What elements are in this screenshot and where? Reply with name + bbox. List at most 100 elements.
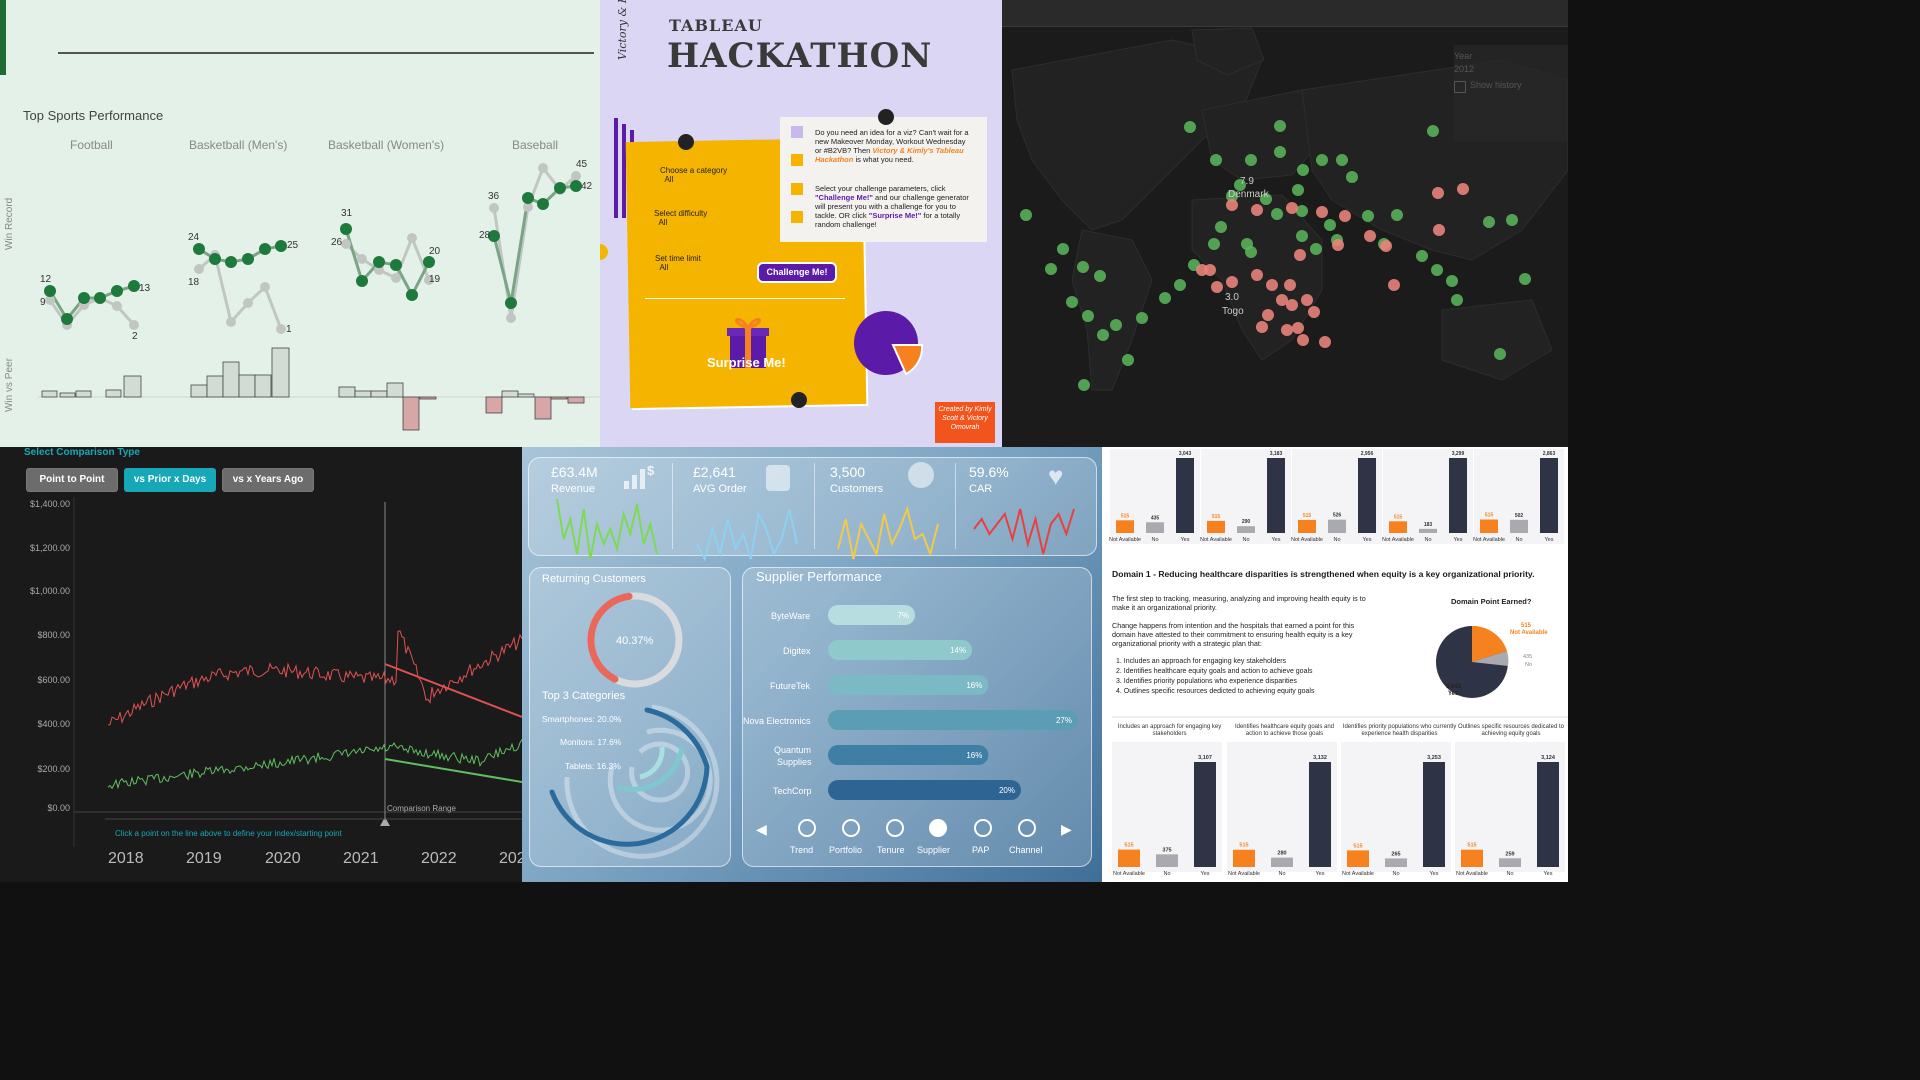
- gray-point-2-4: [407, 233, 417, 243]
- y-tick-1000: $1,000.00: [29, 586, 70, 596]
- nav-dot-supplier[interactable]: [929, 819, 947, 837]
- country-dot-red-5: [1339, 210, 1351, 222]
- top-chart-2-value-1: 526: [1333, 513, 1342, 519]
- kpi-customers-value: 3,500: [830, 464, 866, 480]
- top-chart-4-bar-0: [1480, 519, 1498, 533]
- country-dot-red-27: [1286, 299, 1298, 311]
- show-history-checkbox[interactable]: [1454, 81, 1466, 93]
- gray-point-3-1: [506, 313, 516, 323]
- red-comparison-line: [384, 663, 522, 718]
- kpi-car-value: 59.6%: [969, 464, 1009, 480]
- top-chart-3-value-1: 183: [1424, 522, 1433, 528]
- country-dot-green-10: [1292, 184, 1304, 196]
- domain-pie: [1436, 625, 1509, 698]
- domain-list-2: 2. Identifies healthcare equity goals an…: [1116, 668, 1313, 675]
- fb-label-end2: 2: [132, 331, 138, 342]
- nav-pap[interactable]: PAP: [972, 845, 990, 855]
- peer-bar-0-0: [41, 390, 58, 398]
- gray-point-2-2: [374, 265, 384, 275]
- green-point-2-1: [356, 275, 368, 287]
- col-baseball: Baseball: [512, 138, 559, 152]
- nav-supplier[interactable]: Supplier: [917, 845, 951, 855]
- green-point-2-2: [373, 256, 385, 268]
- country-dot-red-9: [1433, 224, 1445, 236]
- vs-prior-days-button[interactable]: vs Prior x Days: [124, 468, 216, 492]
- nav-prev-icon[interactable]: ◀: [756, 821, 767, 837]
- top-chart-0-bar-0: [1116, 520, 1134, 533]
- country-dot-red-23: [1266, 279, 1278, 291]
- base-label-start2: 28: [479, 230, 491, 241]
- nav-dot-tenure[interactable]: [886, 819, 904, 837]
- challenge-me-button[interactable]: Challenge Me!: [757, 262, 837, 283]
- country-dot-green-42: [1391, 209, 1403, 221]
- supplier-bar-3: [828, 710, 1078, 730]
- nav-portfolio[interactable]: Portfolio: [829, 845, 863, 855]
- year-control: Year 2012 Show history: [1454, 45, 1568, 141]
- nav-tenure[interactable]: Tenure: [877, 845, 905, 855]
- sales-kpi-panel: £63.4M Revenue £2,641 AVG Order 3,500 Cu…: [522, 447, 1102, 882]
- red-price-line: [107, 630, 522, 726]
- nav-dot-trend[interactable]: [798, 819, 816, 837]
- wbb-label-end2: 19: [429, 274, 441, 285]
- country-dot-green-20: [1097, 329, 1109, 341]
- country-dot-green-35: [1483, 216, 1495, 228]
- sports-chart: [38, 163, 600, 431]
- top-chart-2-value-0: 515: [1303, 513, 1312, 519]
- country-dot-green-45: [1271, 208, 1283, 220]
- gray-point-1-2: [226, 317, 236, 327]
- country-dot-green-8: [1226, 190, 1238, 202]
- nav-dot-portfolio[interactable]: [842, 819, 860, 837]
- label-difficulty[interactable]: Select difficulty All: [654, 209, 708, 227]
- top-chart-2-cat-0: Not Available: [1291, 537, 1323, 543]
- country-dot-green-17: [1094, 270, 1106, 282]
- top-chart-1-cat-0: Not Available: [1200, 537, 1232, 543]
- bottom-chart-0-cat-1: No: [1163, 871, 1170, 877]
- gray-point-1-4: [260, 282, 270, 292]
- country-dot-green-26: [1174, 279, 1186, 291]
- country-dot-red-3: [1316, 206, 1328, 218]
- country-dot-green-39: [1451, 294, 1463, 306]
- point-to-point-button[interactable]: Point to Point: [26, 468, 118, 492]
- heart-icon: ♥: [1048, 461, 1064, 491]
- supplier-pct-1: 14%: [950, 646, 966, 655]
- nav-dot-pap[interactable]: [974, 819, 992, 837]
- country-dot-green-11: [1316, 154, 1328, 166]
- hackathon-panel: Victory & Kimly's TABLEAU HACKATHON Choo…: [600, 0, 1002, 447]
- bottom-chart-1-cat-1: No: [1278, 871, 1285, 877]
- bullet-3: [791, 183, 803, 195]
- bottom-chart-3-value-1: 259: [1505, 851, 1514, 857]
- world-map[interactable]: [1002, 0, 1568, 447]
- bottom-chart-2-value-1: 265: [1391, 851, 1400, 857]
- gray-point-2-1: [357, 254, 367, 264]
- country-dot-red-4: [1332, 239, 1344, 251]
- base-label-end: 45: [576, 159, 588, 170]
- top-chart-3-bar-0: [1389, 521, 1407, 533]
- green-point-1-0: [193, 243, 205, 255]
- top-chart-2-bar-1: [1328, 519, 1346, 533]
- top-chart-2-bar-0: [1298, 519, 1316, 533]
- x-tick-2018: 2018: [108, 850, 144, 867]
- country-dot-green-23: [1122, 354, 1134, 366]
- supplier-name-6: TechCorp: [773, 786, 812, 796]
- country-dot-green-1: [1274, 120, 1286, 132]
- year-value[interactable]: 2012: [1454, 64, 1475, 74]
- surprise-me-button[interactable]: Surprise Me!: [707, 355, 786, 370]
- kpi-divider-3: [955, 463, 956, 549]
- top-chart-2-cat-1: No: [1333, 537, 1340, 543]
- country-dot-red-7: [1432, 187, 1444, 199]
- peer-bar-3-0: [485, 396, 503, 414]
- year-label: Year: [1454, 51, 1473, 61]
- bottom-chart-0-cat-2: Yes: [1201, 871, 1210, 877]
- label-time-limit[interactable]: Set time limit All: [655, 254, 701, 272]
- nav-trend[interactable]: Trend: [790, 845, 814, 855]
- nav-dot-channel[interactable]: [1018, 819, 1036, 837]
- nav-channel[interactable]: Channel: [1009, 845, 1043, 855]
- domain-para1: The first step to tracking, measuring, a…: [1112, 594, 1366, 612]
- supplier-pct-0: 7%: [897, 611, 909, 620]
- nav-next-icon[interactable]: ▶: [1061, 821, 1072, 837]
- country-dot-green-31: [1324, 219, 1336, 231]
- comparison-line-chart[interactable]: [0, 447, 522, 882]
- vs-years-ago-button[interactable]: vs x Years Ago: [222, 468, 314, 492]
- green-point-1-5: [275, 240, 287, 252]
